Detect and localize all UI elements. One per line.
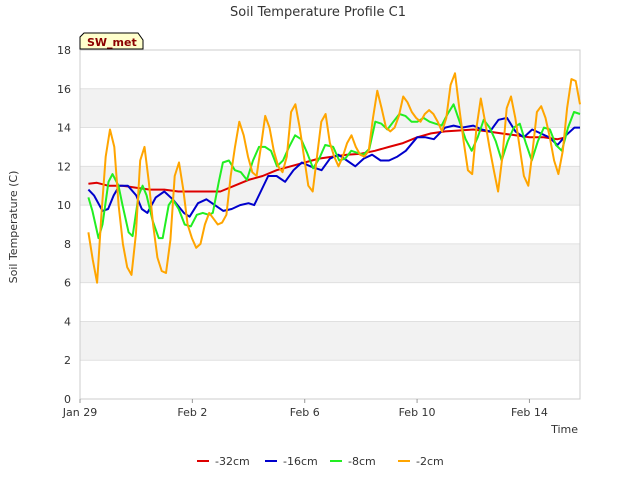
y-tick-label: 16 — [57, 83, 71, 96]
site-badge-box — [79, 32, 144, 50]
y-axis-ticks: 0 2 4 6 8 10 12 14 16 18 — [57, 44, 71, 406]
series-line-16cm — [87, 116, 580, 218]
y-tick-label: 14 — [57, 122, 71, 135]
site-badge-label: SW_met — [87, 36, 137, 49]
grid-band — [80, 321, 580, 361]
series-layer — [87, 72, 581, 284]
x-tick-label: Jan 29 — [62, 406, 97, 419]
y-tick-label: 0 — [64, 393, 71, 406]
plot-frame — [79, 49, 581, 400]
x-tick-label: Feb 10 — [399, 406, 436, 419]
y-tick-label: 10 — [57, 199, 71, 212]
y-tick-label: 2 — [64, 354, 71, 367]
y-axis-label: Soil Temperature (C) — [7, 171, 20, 284]
y-tick-label: 4 — [64, 315, 71, 328]
grid-band — [80, 50, 580, 89]
y-tick-label: 18 — [57, 44, 71, 57]
grid-band — [80, 282, 580, 322]
chart-title: Soil Temperature Profile C1 — [230, 5, 406, 20]
x-tick-label: Feb 6 — [290, 406, 320, 419]
grid-band — [80, 360, 580, 399]
series-line-8cm — [87, 103, 581, 240]
x-tick-label: Feb 14 — [511, 406, 548, 419]
legend-label: -2cm — [416, 455, 444, 468]
series-line-2cm — [87, 72, 581, 284]
legend-label: -8cm — [348, 455, 376, 468]
site-badge: SW_met — [79, 32, 144, 50]
y-tick-label: 6 — [64, 277, 71, 290]
y-tick-label: 12 — [57, 160, 71, 173]
x-axis-ticks: Jan 29 Feb 2 Feb 6 Feb 10 Feb 14 — [62, 399, 548, 419]
grid-band — [80, 243, 580, 283]
y-tick-label: 8 — [64, 238, 71, 251]
legend-label: -16cm — [283, 455, 318, 468]
x-tick-label: Feb 2 — [177, 406, 207, 419]
legend: -32cm -16cm -8cm -2cm — [197, 455, 444, 468]
legend-label: -32cm — [215, 455, 250, 468]
x-axis-label: Time — [550, 423, 578, 436]
